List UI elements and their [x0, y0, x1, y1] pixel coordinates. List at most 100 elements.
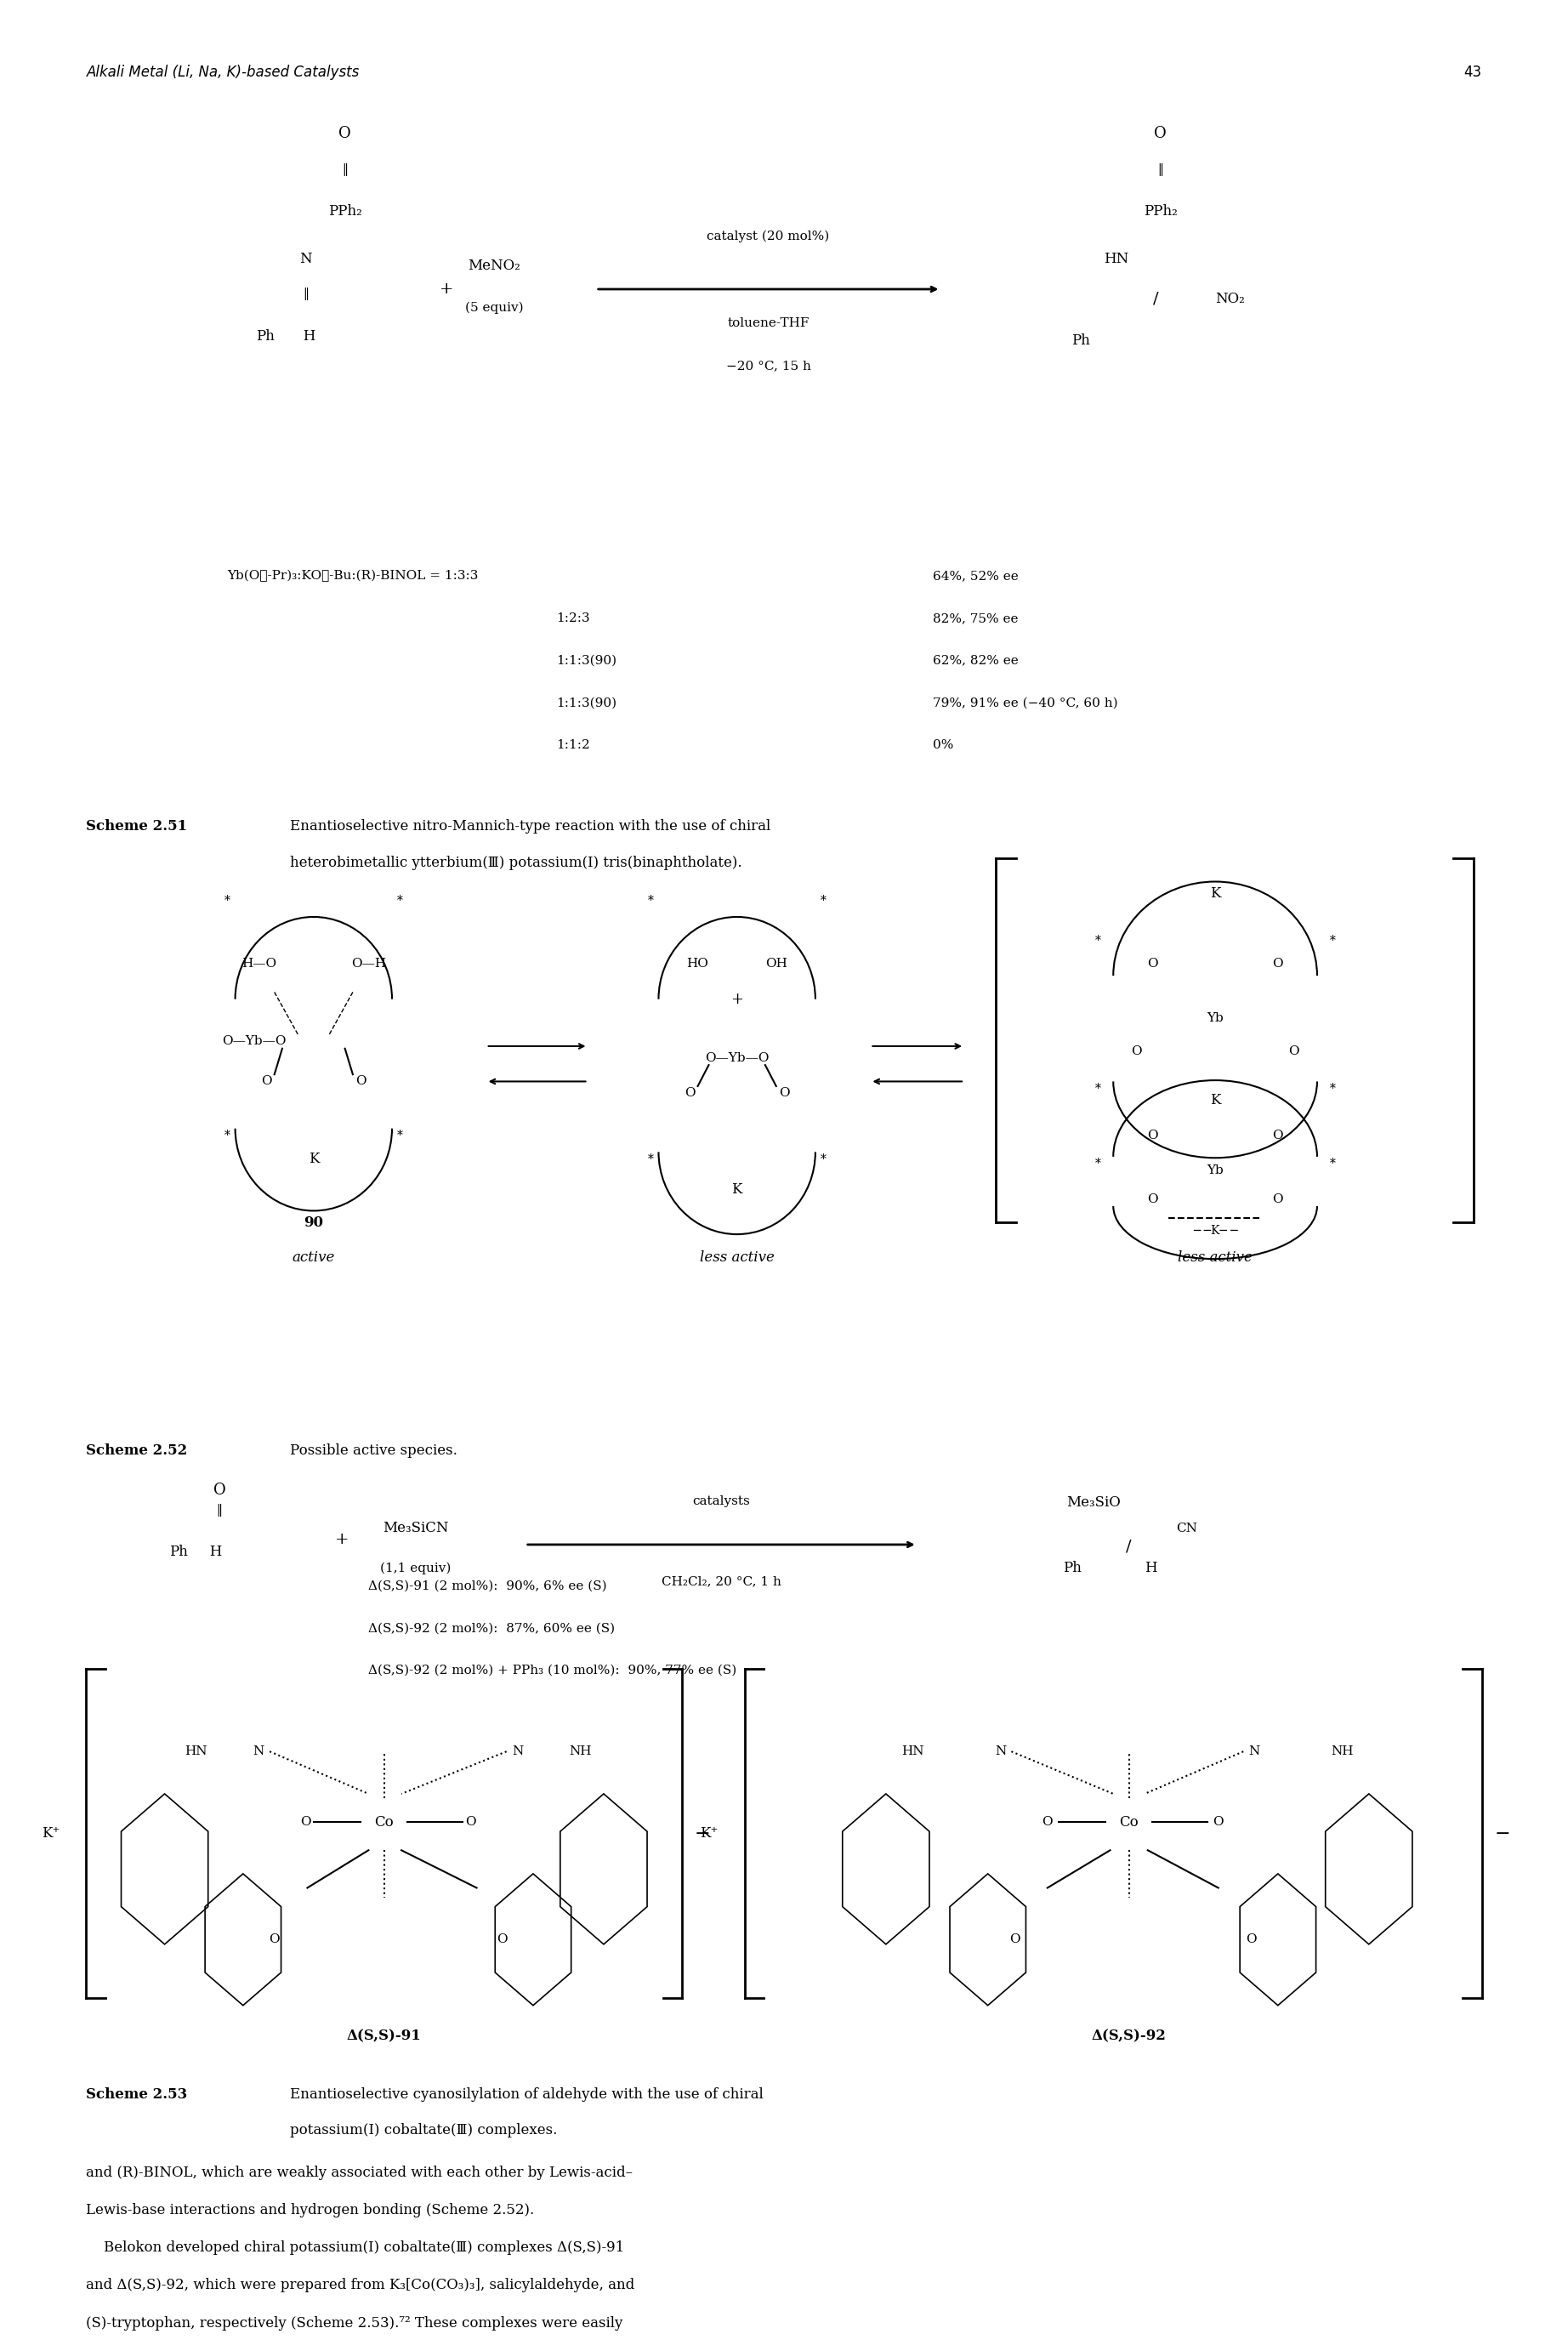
- Text: Ph: Ph: [169, 1545, 188, 1559]
- Text: N: N: [994, 1744, 1007, 1759]
- Text: O: O: [1273, 957, 1283, 971]
- Text: active: active: [292, 1251, 336, 1265]
- Text: O: O: [1043, 1815, 1052, 1829]
- Text: N: N: [252, 1744, 265, 1759]
- Text: Co: Co: [1120, 1815, 1138, 1829]
- Text: −20 °C, 15 h: −20 °C, 15 h: [726, 360, 811, 371]
- Text: Δ(S,S)-92: Δ(S,S)-92: [1091, 2029, 1167, 2043]
- Text: PPh₂: PPh₂: [1143, 205, 1178, 219]
- Text: 82%, 75% ee: 82%, 75% ee: [933, 611, 1019, 625]
- Text: *: *: [397, 1128, 403, 1143]
- Text: Possible active species.: Possible active species.: [290, 1444, 458, 1458]
- Text: *: *: [1094, 1157, 1101, 1171]
- Text: O—Yb—O: O—Yb—O: [223, 1034, 285, 1049]
- Text: toluene-THF: toluene-THF: [728, 317, 809, 329]
- Text: Me₃SiCN: Me₃SiCN: [383, 1521, 448, 1535]
- Text: −: −: [1494, 1824, 1510, 1843]
- Text: K⁺: K⁺: [699, 1827, 718, 1841]
- Text: O—H: O—H: [351, 957, 386, 971]
- Text: +: +: [336, 1533, 348, 1547]
- Text: Alkali Metal (Li, Na, K)-based Catalysts: Alkali Metal (Li, Na, K)-based Catalysts: [86, 63, 359, 80]
- Text: Enantioselective nitro-Mannich-type reaction with the use of chiral: Enantioselective nitro-Mannich-type reac…: [290, 820, 771, 835]
- Text: catalyst (20 mol%): catalyst (20 mol%): [707, 230, 829, 242]
- Text: O: O: [1148, 1128, 1157, 1143]
- Text: O: O: [685, 1086, 695, 1100]
- Text: NH: NH: [1331, 1744, 1353, 1759]
- Text: H—O: H—O: [241, 957, 276, 971]
- Text: Enantioselective cyanosilylation of aldehyde with the use of chiral: Enantioselective cyanosilylation of alde…: [290, 2088, 764, 2102]
- Text: O: O: [213, 1481, 226, 1498]
- Text: *: *: [648, 1152, 654, 1166]
- Text: K: K: [1210, 1093, 1220, 1107]
- Text: catalysts: catalysts: [693, 1495, 750, 1507]
- Text: O: O: [1273, 1128, 1283, 1143]
- Text: Δ(S,S)-91 (2 mol%):  90%, 6% ee (S): Δ(S,S)-91 (2 mol%): 90%, 6% ee (S): [368, 1580, 607, 1592]
- Text: O: O: [1289, 1044, 1298, 1058]
- Text: O: O: [1273, 1192, 1283, 1206]
- Text: ‖: ‖: [216, 1505, 223, 1516]
- Text: Co: Co: [375, 1815, 394, 1829]
- Text: O: O: [1148, 1192, 1157, 1206]
- Text: less active: less active: [1178, 1251, 1253, 1265]
- Text: 1:1:3(90): 1:1:3(90): [557, 696, 618, 710]
- Text: Yb: Yb: [1207, 1164, 1223, 1178]
- Text: H: H: [1145, 1561, 1157, 1575]
- Text: Me₃SiO: Me₃SiO: [1066, 1495, 1121, 1509]
- Text: PPh₂: PPh₂: [328, 205, 362, 219]
- Text: HO: HO: [687, 957, 709, 971]
- Text: +: +: [731, 992, 743, 1006]
- Text: O: O: [356, 1074, 365, 1089]
- Text: Belokon developed chiral potassium(Ⅰ) cobaltate(Ⅲ) complexes Δ(S,S)-91: Belokon developed chiral potassium(Ⅰ) co…: [86, 2241, 624, 2255]
- Text: *: *: [1330, 933, 1336, 947]
- Text: H: H: [290, 329, 315, 343]
- Text: O: O: [1148, 957, 1157, 971]
- Text: ─ ─K─ ─: ─ ─K─ ─: [1193, 1225, 1237, 1237]
- Text: O: O: [1154, 125, 1167, 141]
- Text: ‖: ‖: [303, 287, 309, 301]
- Text: O: O: [1132, 1044, 1142, 1058]
- Text: N: N: [299, 252, 312, 266]
- Text: Δ(S,S)-91: Δ(S,S)-91: [347, 2029, 422, 2043]
- Text: K: K: [1210, 1218, 1220, 1232]
- Text: *: *: [224, 893, 230, 907]
- Text: +: +: [441, 282, 453, 296]
- Text: Scheme 2.52: Scheme 2.52: [86, 1444, 188, 1458]
- Text: 1:1:3(90): 1:1:3(90): [557, 654, 618, 668]
- Text: Δ(S,S)-92 (2 mol%):  87%, 60% ee (S): Δ(S,S)-92 (2 mol%): 87%, 60% ee (S): [368, 1622, 615, 1634]
- Text: /: /: [1126, 1540, 1132, 1554]
- Text: MeNO₂: MeNO₂: [467, 259, 521, 273]
- Text: Yb(Oℹ-Pr)₃:KOℹ-Bu:(R)-BINOL = 1:3:3: Yb(Oℹ-Pr)₃:KOℹ-Bu:(R)-BINOL = 1:3:3: [227, 569, 478, 583]
- Text: *: *: [224, 1128, 230, 1143]
- Text: HN: HN: [185, 1744, 207, 1759]
- Text: Ph: Ph: [1071, 334, 1090, 348]
- Text: CH₂Cl₂, 20 °C, 1 h: CH₂Cl₂, 20 °C, 1 h: [662, 1575, 781, 1587]
- Text: and Δ(S,S)-92, which were prepared from K₃[Co(CO₃)₃], salicylaldehyde, and: and Δ(S,S)-92, which were prepared from …: [86, 2278, 635, 2292]
- Text: Scheme 2.51: Scheme 2.51: [86, 820, 188, 835]
- Text: O: O: [466, 1815, 475, 1829]
- Text: 0%: 0%: [933, 738, 953, 752]
- Text: K⁺: K⁺: [41, 1827, 60, 1841]
- Text: O: O: [262, 1074, 271, 1089]
- Text: OH: OH: [765, 957, 787, 971]
- Text: H: H: [196, 1545, 221, 1559]
- Text: *: *: [1330, 1157, 1336, 1171]
- Text: Scheme 2.53: Scheme 2.53: [86, 2088, 188, 2102]
- Text: Lewis-base interactions and hydrogen bonding (Scheme 2.52).: Lewis-base interactions and hydrogen bon…: [86, 2203, 535, 2217]
- Text: 62%, 82% ee: 62%, 82% ee: [933, 654, 1019, 668]
- Text: 1:1:2: 1:1:2: [557, 738, 591, 752]
- Text: ⬡: ⬡: [155, 1867, 174, 1895]
- Text: N: N: [1248, 1744, 1261, 1759]
- Text: K: K: [1210, 886, 1220, 900]
- Text: 1:2:3: 1:2:3: [557, 611, 590, 625]
- Text: *: *: [1094, 933, 1101, 947]
- Text: O: O: [270, 1933, 279, 1947]
- Text: heterobimetallic ytterbium(Ⅲ) potassium(Ⅰ) tris(binaphtholate).: heterobimetallic ytterbium(Ⅲ) potassium(…: [290, 856, 742, 870]
- Text: O: O: [497, 1933, 506, 1947]
- Text: K: K: [309, 1152, 318, 1166]
- Text: ‖: ‖: [342, 165, 348, 176]
- Text: Yb: Yb: [1207, 1011, 1223, 1025]
- Text: *: *: [1094, 1081, 1101, 1096]
- Text: and (R)-BINOL, which are weakly associated with each other by Lewis-acid–: and (R)-BINOL, which are weakly associat…: [86, 2165, 633, 2179]
- Text: *: *: [820, 893, 826, 907]
- Text: HN: HN: [1104, 252, 1129, 266]
